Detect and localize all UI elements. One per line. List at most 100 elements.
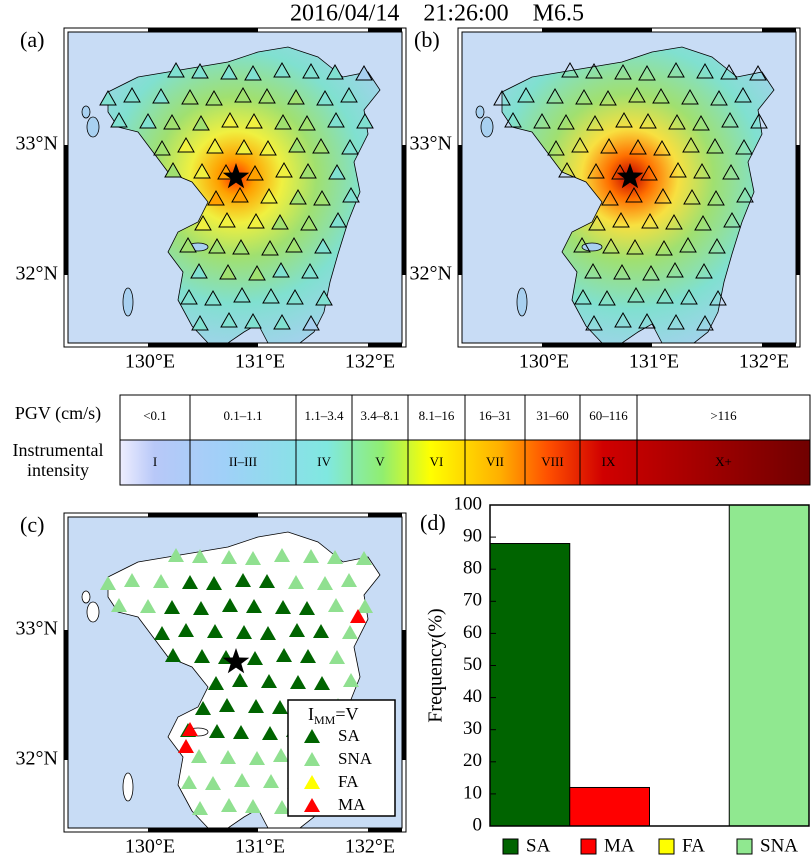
lat-label: 32°N <box>16 748 58 770</box>
station <box>696 314 714 331</box>
station <box>355 64 373 81</box>
legend-swatch <box>736 838 753 855</box>
station <box>164 161 182 178</box>
frame-bar <box>542 343 652 347</box>
station <box>586 114 604 131</box>
pgv-range: 1.1–3.4 <box>305 408 345 423</box>
intensity-level: VII <box>486 454 504 469</box>
station <box>234 773 250 787</box>
station <box>271 213 289 230</box>
station <box>245 799 261 813</box>
station <box>276 648 292 662</box>
frame-bar <box>64 630 68 760</box>
station <box>300 649 316 663</box>
station <box>245 551 261 565</box>
y-tick-label: 60 <box>463 622 482 643</box>
legend-swatch <box>502 838 519 855</box>
station <box>100 576 116 590</box>
lon-label: 131°E <box>235 836 285 857</box>
y-axis-label: Frequency(%) <box>425 608 447 722</box>
epicenter <box>616 163 644 189</box>
table-header: intensity <box>27 460 89 480</box>
station <box>178 623 194 637</box>
station <box>222 598 238 612</box>
station <box>639 112 657 129</box>
station <box>205 89 223 106</box>
y-tick-label: 100 <box>454 493 483 514</box>
station <box>168 548 184 562</box>
epicenter <box>222 648 250 674</box>
station <box>721 111 739 128</box>
station <box>286 288 304 305</box>
panel-label: (a) <box>20 27 44 52</box>
station <box>614 311 632 328</box>
station <box>585 62 603 79</box>
map-panel <box>63 27 407 348</box>
station <box>547 139 565 156</box>
legend-label: SNA <box>760 835 798 856</box>
frame-bar <box>368 513 402 517</box>
station <box>708 237 726 254</box>
table-header: PGV (cm/s) <box>15 403 101 424</box>
station <box>192 114 210 131</box>
lon-label: 130°E <box>519 351 569 373</box>
station <box>316 89 334 106</box>
pgv-range: 31–60 <box>536 408 569 423</box>
station <box>734 86 752 103</box>
frame-bar <box>64 145 68 275</box>
station <box>205 776 221 790</box>
station <box>640 164 658 181</box>
y-tick-label: 90 <box>463 525 482 546</box>
station <box>153 574 169 588</box>
station <box>343 673 359 687</box>
legend-marker <box>304 752 320 766</box>
station <box>261 239 279 256</box>
table-header: Instrumental <box>13 440 104 460</box>
bar <box>728 504 810 827</box>
station <box>342 625 358 639</box>
figure-title: 2016/04/14 21:26:00 M6.5 <box>290 1 584 27</box>
station <box>260 187 278 204</box>
station <box>357 599 373 613</box>
station <box>220 311 238 328</box>
station <box>314 237 332 254</box>
legend-label: MA <box>338 795 366 814</box>
y-tick-label: 30 <box>463 718 482 739</box>
station <box>706 137 724 154</box>
station <box>302 314 320 331</box>
station <box>164 600 180 614</box>
station <box>736 186 754 203</box>
frame-bar <box>402 630 406 760</box>
y-tick-label: 40 <box>463 686 482 707</box>
y-tick-label: 70 <box>463 590 482 611</box>
station <box>328 598 344 612</box>
lat-label: 33°N <box>410 133 452 155</box>
station <box>615 111 633 128</box>
legend-label: FA <box>682 835 705 856</box>
station <box>667 61 685 78</box>
station <box>558 161 576 178</box>
pgv-range: 8.1–16 <box>419 408 455 423</box>
station <box>341 138 359 155</box>
station <box>561 61 579 78</box>
station <box>259 574 275 588</box>
station <box>249 751 265 765</box>
station <box>208 676 224 690</box>
station <box>274 113 292 130</box>
station <box>599 89 617 106</box>
lon-label: 130°E <box>125 351 175 373</box>
station <box>652 87 670 104</box>
station <box>312 137 330 154</box>
station <box>182 722 198 736</box>
island <box>480 116 494 138</box>
station <box>232 673 248 687</box>
station <box>546 87 564 104</box>
station <box>246 164 264 181</box>
station <box>299 162 317 179</box>
station <box>575 88 593 105</box>
station <box>123 86 141 103</box>
station <box>233 725 249 739</box>
station <box>313 624 329 638</box>
station <box>247 651 263 665</box>
station <box>275 600 291 614</box>
